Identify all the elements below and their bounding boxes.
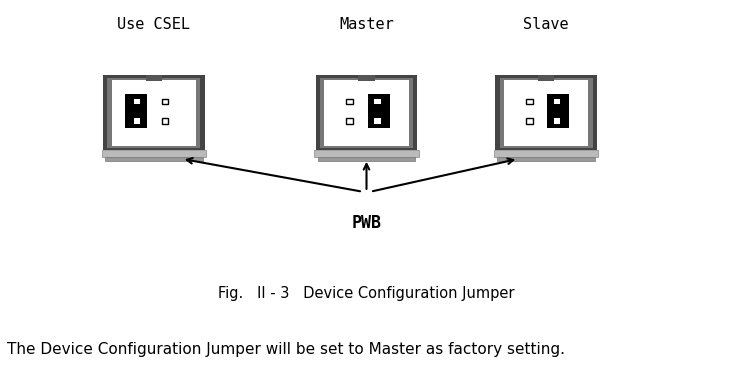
Bar <box>358 74 375 81</box>
Bar <box>526 99 532 104</box>
Bar <box>161 118 169 124</box>
Bar <box>134 118 141 124</box>
Bar <box>504 80 588 146</box>
Bar <box>146 74 162 81</box>
Bar <box>346 99 353 104</box>
Bar <box>103 76 205 150</box>
Bar <box>368 94 390 128</box>
Text: Master: Master <box>339 17 394 32</box>
Bar <box>101 150 207 157</box>
Bar <box>314 150 419 157</box>
Bar <box>161 99 169 104</box>
Bar <box>497 157 595 161</box>
Bar <box>106 157 202 161</box>
Bar <box>538 74 554 81</box>
Bar <box>554 118 561 124</box>
Bar <box>134 99 141 104</box>
Bar <box>320 78 413 148</box>
Text: The Device Configuration Jumper will be set to Master as factory setting.: The Device Configuration Jumper will be … <box>7 342 565 357</box>
Text: Use CSEL: Use CSEL <box>117 17 191 32</box>
Bar <box>494 150 598 157</box>
Bar <box>107 78 200 148</box>
Bar <box>346 118 353 124</box>
Bar <box>324 80 409 146</box>
Text: PWB: PWB <box>352 214 381 232</box>
Text: Fig.   II - 3   Device Configuration Jumper: Fig. II - 3 Device Configuration Jumper <box>218 286 515 301</box>
Bar <box>554 99 561 104</box>
Bar <box>375 118 381 124</box>
Bar <box>318 157 415 161</box>
Text: Slave: Slave <box>523 17 569 32</box>
Bar <box>500 78 592 148</box>
Bar <box>547 94 570 128</box>
Bar <box>526 118 532 124</box>
Bar <box>315 76 418 150</box>
Bar <box>125 94 147 128</box>
Bar <box>375 99 381 104</box>
Bar <box>111 80 196 146</box>
Bar <box>496 76 597 150</box>
